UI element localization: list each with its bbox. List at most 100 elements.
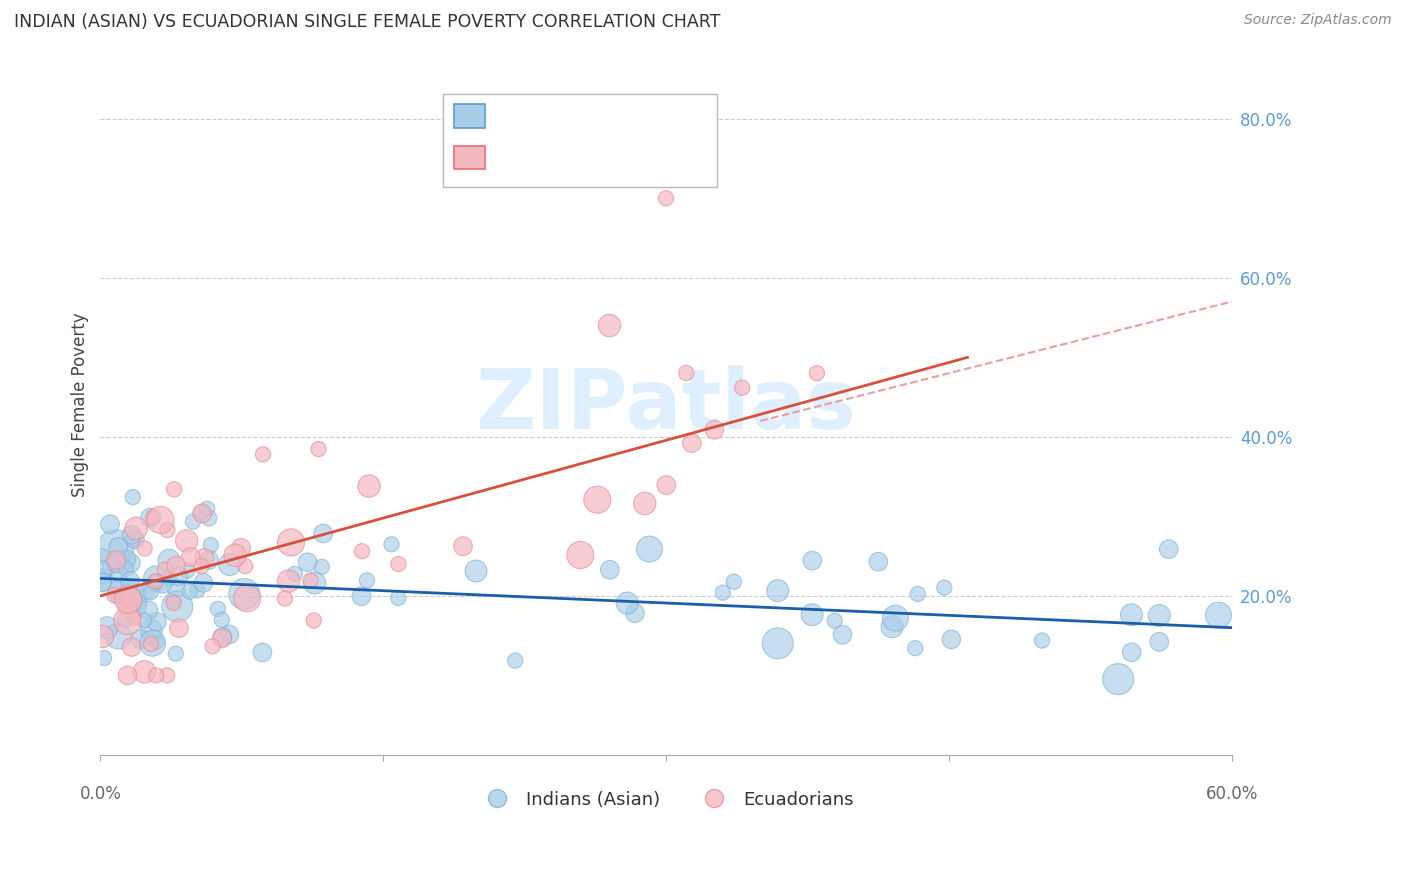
Point — [616, 596, 638, 610]
Point — [163, 483, 186, 497]
Point — [145, 574, 167, 589]
Point — [201, 639, 224, 653]
Point — [824, 614, 846, 628]
Text: 0.450: 0.450 — [538, 149, 596, 167]
Point — [211, 632, 233, 646]
Point — [98, 559, 121, 574]
Point — [299, 574, 322, 588]
Point — [105, 553, 128, 567]
Point — [96, 621, 118, 635]
Point — [181, 515, 204, 529]
Point — [731, 381, 754, 395]
Point — [115, 562, 138, 576]
Legend: Indians (Asian), Ecuadorians: Indians (Asian), Ecuadorians — [471, 783, 860, 816]
Point — [93, 569, 115, 583]
Text: -0.190: -0.190 — [538, 107, 598, 125]
Point — [1121, 645, 1143, 659]
Point — [681, 436, 703, 450]
Point — [157, 571, 180, 585]
Point — [166, 599, 188, 614]
Point — [186, 583, 208, 598]
Point — [1208, 608, 1230, 623]
Point — [107, 566, 129, 580]
Point — [198, 511, 221, 525]
Point — [233, 587, 256, 601]
Point — [91, 575, 114, 590]
Point — [880, 620, 903, 634]
Point — [107, 629, 129, 643]
Point — [125, 521, 148, 535]
Point — [638, 542, 661, 557]
Point — [236, 591, 259, 606]
Point — [723, 574, 745, 589]
Point — [211, 630, 233, 644]
Point — [124, 533, 146, 547]
Point — [207, 602, 229, 616]
Point — [117, 592, 139, 607]
Point — [350, 544, 373, 558]
Point — [157, 553, 180, 567]
Point — [831, 628, 853, 642]
Point — [190, 506, 212, 520]
Point — [120, 591, 142, 605]
Point — [176, 564, 198, 578]
Point — [655, 478, 678, 492]
Point — [93, 651, 115, 665]
Point — [801, 607, 824, 622]
Point — [146, 615, 169, 629]
Point — [675, 366, 697, 380]
Point — [115, 552, 138, 566]
Point — [233, 559, 256, 574]
Point — [703, 423, 725, 437]
Point — [297, 555, 319, 569]
Point — [274, 591, 297, 606]
Point — [91, 549, 114, 564]
Point — [156, 523, 179, 537]
Text: 106: 106 — [647, 107, 682, 125]
Point — [145, 668, 167, 682]
Point — [176, 533, 198, 548]
Point — [1157, 542, 1180, 557]
Point — [179, 584, 201, 599]
Point — [128, 595, 150, 609]
Point — [224, 549, 246, 563]
Point — [599, 563, 621, 577]
Point — [655, 191, 678, 205]
Point — [115, 614, 138, 628]
Point — [114, 613, 136, 627]
Text: R =: R = — [494, 149, 530, 167]
Point — [118, 574, 141, 588]
Text: R =: R = — [494, 107, 530, 125]
Point — [139, 510, 162, 524]
Text: 58: 58 — [647, 149, 682, 167]
Point — [868, 555, 890, 569]
Point — [132, 614, 155, 628]
Point — [634, 496, 657, 510]
Point — [711, 585, 734, 599]
Point — [139, 637, 162, 651]
Text: N =: N = — [605, 107, 641, 125]
Point — [934, 581, 956, 595]
Point — [105, 556, 128, 570]
Point — [586, 492, 609, 507]
Point — [252, 645, 274, 659]
Point — [766, 583, 789, 598]
Point — [280, 535, 302, 549]
Point — [145, 634, 167, 648]
Point — [284, 566, 307, 581]
Point — [117, 668, 139, 682]
Point — [277, 574, 299, 588]
Point — [117, 600, 139, 615]
Text: N =: N = — [605, 149, 641, 167]
Point — [121, 490, 143, 504]
Point — [904, 641, 927, 656]
Point — [156, 668, 179, 682]
Point — [153, 562, 176, 576]
Point — [356, 574, 378, 588]
Point — [129, 632, 152, 647]
Point — [138, 603, 160, 617]
Point — [308, 442, 330, 456]
Point — [124, 587, 146, 601]
Point — [122, 610, 145, 624]
Point — [120, 556, 142, 570]
